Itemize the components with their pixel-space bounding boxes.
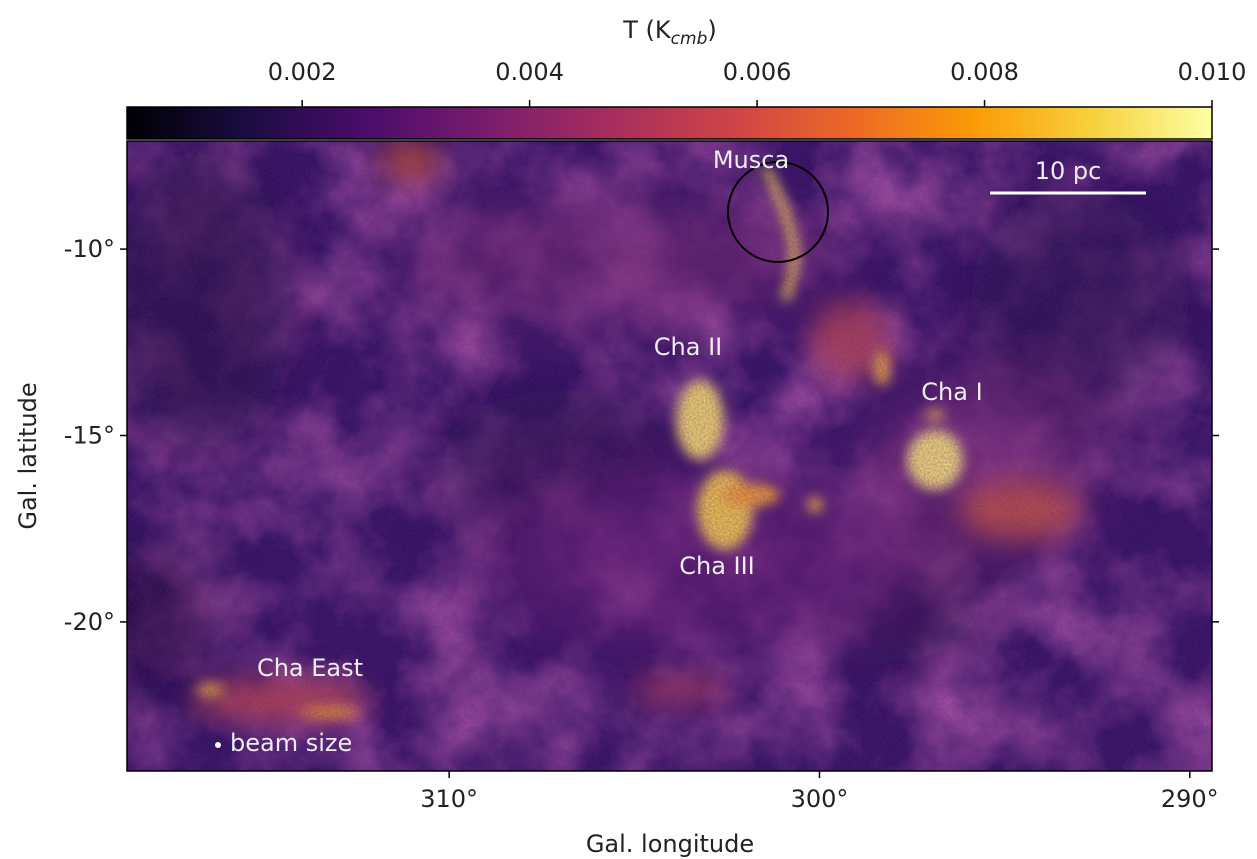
y-tick-label: -10°: [64, 235, 115, 263]
colorbar-tick-label: 0.002: [268, 58, 337, 86]
x-tick-label: 290°: [1161, 785, 1219, 813]
colorbar-tick-label: 0.010: [1178, 58, 1247, 86]
annotation: beam size: [230, 729, 352, 757]
annotation: Cha I: [921, 378, 982, 406]
annotation: Cha III: [679, 552, 755, 580]
colorbar-label-end: ): [707, 16, 716, 44]
colorbar-label: T (Kcmb): [622, 16, 716, 49]
annotation: Cha II: [654, 333, 722, 361]
colorbar-label-main: T (K: [622, 16, 672, 44]
colorbar-tick-label: 0.008: [950, 58, 1019, 86]
scale-bar-label: 10 pc: [1035, 157, 1102, 185]
colorbar-tick-label: 0.004: [495, 58, 564, 86]
map-image: [127, 141, 1212, 771]
annotation: Cha East: [257, 654, 363, 682]
y-axis-label: Gal. latitude: [14, 382, 42, 529]
x-axis-label: Gal. longitude: [586, 830, 754, 858]
colorbar-tick-label: 0.006: [723, 58, 792, 86]
y-tick-label: -20°: [64, 608, 115, 636]
colorbar: [126, 106, 1213, 140]
x-tick-label: 300°: [791, 785, 849, 813]
y-tick-label: -15°: [64, 421, 115, 449]
plot-frame: [126, 140, 1213, 772]
x-tick-label: 310°: [420, 785, 478, 813]
colorbar-label-sub: cmb: [671, 29, 708, 49]
annotation: Musca: [713, 146, 789, 174]
